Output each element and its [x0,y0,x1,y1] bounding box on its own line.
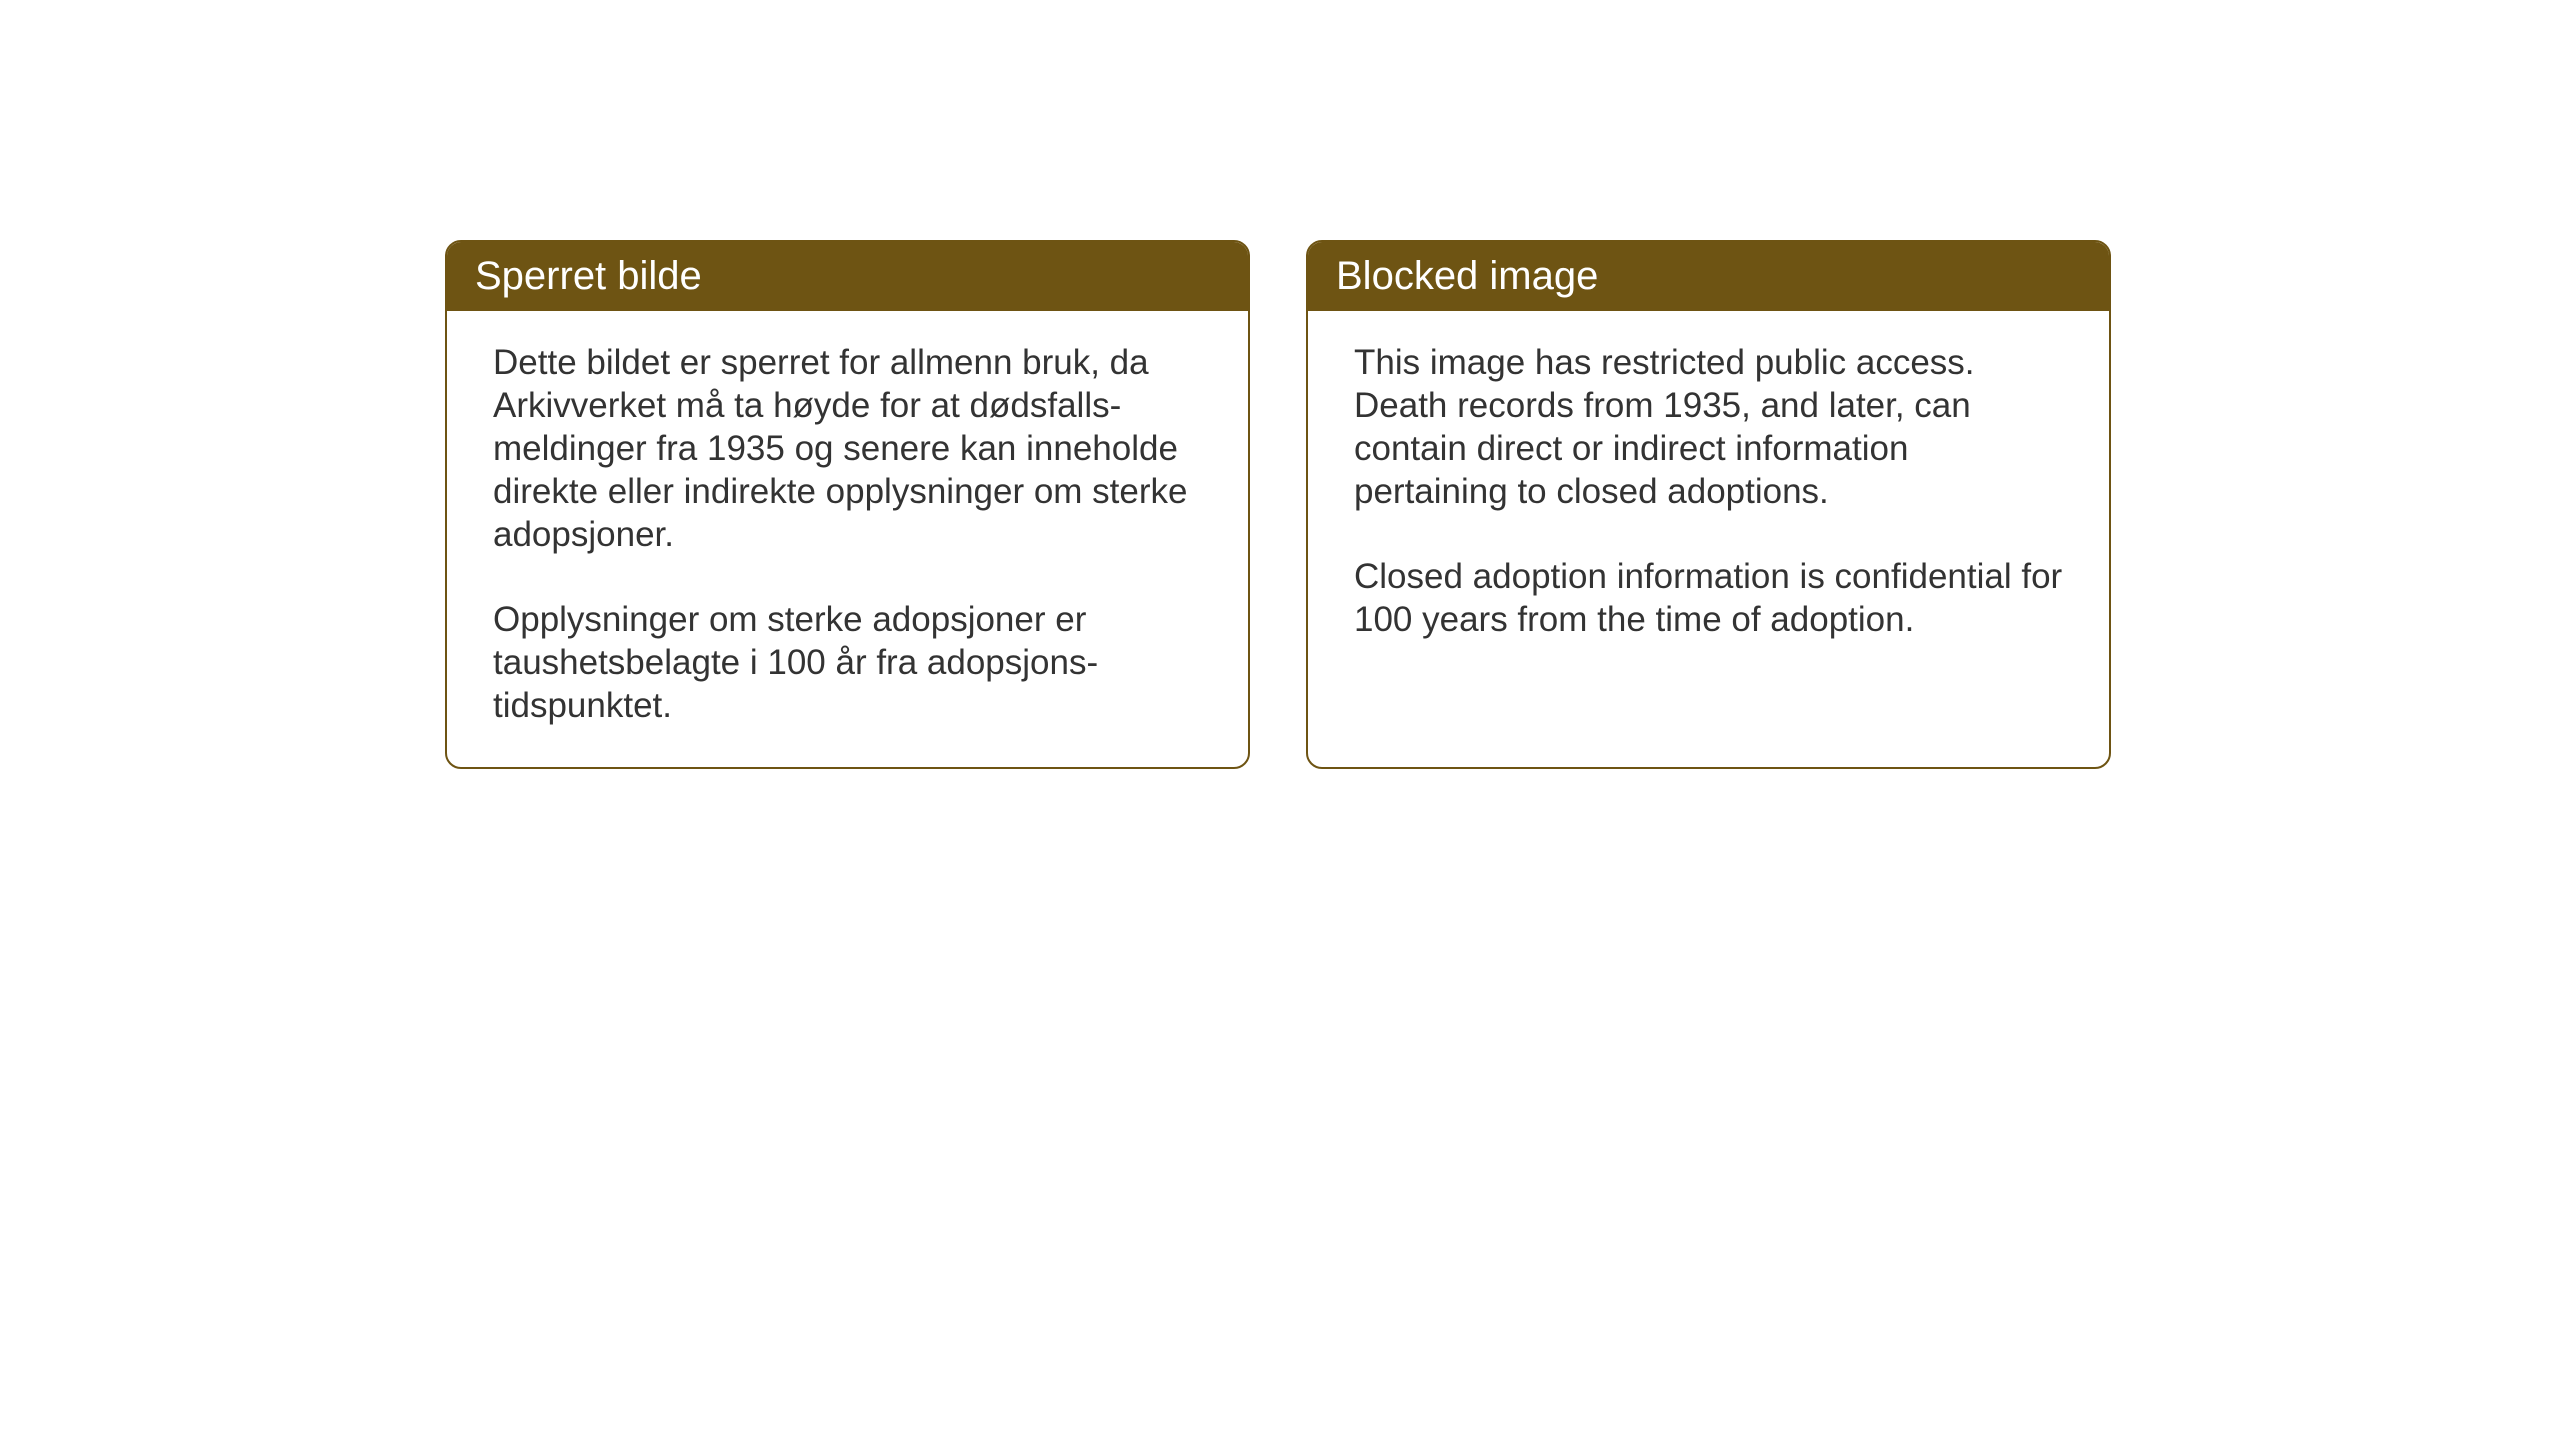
notice-card-english: Blocked image This image has restricted … [1306,240,2111,769]
card-title-english: Blocked image [1336,254,1598,298]
card-title-norwegian: Sperret bilde [475,254,702,298]
card-header-english: Blocked image [1308,242,2109,311]
card-paragraph-1-norwegian: Dette bildet er sperret for allmenn bruk… [493,341,1202,556]
card-body-english: This image has restricted public access.… [1308,311,2109,681]
card-paragraph-2-norwegian: Opplysninger om sterke adopsjoner er tau… [493,598,1202,727]
card-paragraph-2-english: Closed adoption information is confident… [1354,555,2063,641]
card-paragraph-1-english: This image has restricted public access.… [1354,341,2063,513]
card-body-norwegian: Dette bildet er sperret for allmenn bruk… [447,311,1248,767]
card-header-norwegian: Sperret bilde [447,242,1248,311]
notice-card-norwegian: Sperret bilde Dette bildet er sperret fo… [445,240,1250,769]
notice-container: Sperret bilde Dette bildet er sperret fo… [445,240,2111,769]
